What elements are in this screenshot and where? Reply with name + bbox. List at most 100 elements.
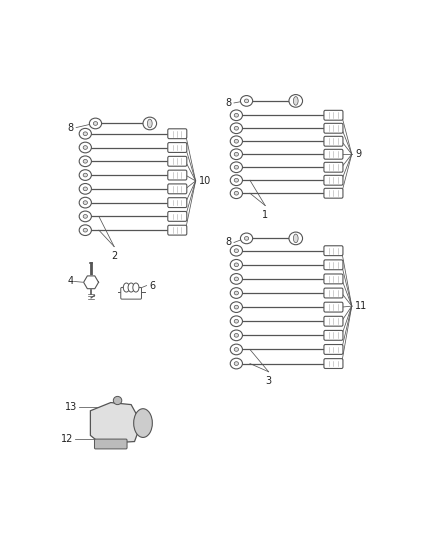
Ellipse shape [234,179,239,182]
Ellipse shape [93,122,98,125]
Ellipse shape [143,117,156,130]
Ellipse shape [234,126,239,130]
FancyBboxPatch shape [324,188,343,198]
FancyBboxPatch shape [324,274,343,284]
FancyBboxPatch shape [168,170,187,180]
Ellipse shape [89,118,102,129]
Ellipse shape [244,99,249,103]
Ellipse shape [230,245,243,256]
FancyBboxPatch shape [324,316,343,326]
Ellipse shape [79,225,92,236]
Ellipse shape [148,119,152,128]
Text: 1: 1 [262,209,268,220]
Text: 13: 13 [64,402,77,411]
Ellipse shape [230,162,243,173]
Text: 11: 11 [355,301,367,311]
FancyBboxPatch shape [324,260,343,270]
FancyBboxPatch shape [168,225,187,235]
Ellipse shape [230,288,243,298]
FancyBboxPatch shape [168,184,187,194]
Ellipse shape [289,94,303,107]
FancyBboxPatch shape [324,163,343,172]
Ellipse shape [79,142,92,153]
Ellipse shape [79,156,92,167]
Text: 4: 4 [67,277,74,286]
Ellipse shape [234,291,239,295]
FancyBboxPatch shape [324,288,343,298]
Ellipse shape [79,211,92,222]
Ellipse shape [230,273,243,284]
Text: 10: 10 [199,176,211,186]
FancyBboxPatch shape [168,143,187,152]
Text: 8: 8 [225,238,231,247]
Text: 9: 9 [355,149,361,159]
Ellipse shape [234,152,239,156]
Ellipse shape [230,188,243,199]
Ellipse shape [234,165,239,169]
FancyBboxPatch shape [324,136,343,146]
Ellipse shape [234,191,239,195]
Ellipse shape [83,214,88,219]
FancyBboxPatch shape [324,123,343,133]
Ellipse shape [230,149,243,159]
Ellipse shape [240,95,253,106]
Ellipse shape [83,187,88,191]
Ellipse shape [289,232,303,245]
FancyBboxPatch shape [168,212,187,221]
FancyBboxPatch shape [324,359,343,368]
FancyBboxPatch shape [324,110,343,120]
Ellipse shape [234,114,239,117]
Ellipse shape [234,277,239,281]
FancyBboxPatch shape [121,287,141,299]
Ellipse shape [293,234,298,243]
Ellipse shape [230,344,243,355]
Ellipse shape [230,330,243,341]
Ellipse shape [124,283,130,292]
Ellipse shape [240,233,253,244]
Ellipse shape [79,183,92,194]
FancyBboxPatch shape [168,156,187,166]
Ellipse shape [230,260,243,270]
Ellipse shape [230,110,243,120]
Ellipse shape [230,175,243,185]
FancyBboxPatch shape [95,439,127,449]
Ellipse shape [83,201,88,205]
FancyBboxPatch shape [324,330,343,340]
Text: 2: 2 [111,251,117,261]
Ellipse shape [134,409,152,438]
Ellipse shape [79,128,92,139]
Text: 6: 6 [149,280,155,290]
Text: 3: 3 [265,376,272,386]
Ellipse shape [230,358,243,369]
Ellipse shape [83,146,88,149]
Text: 8: 8 [67,123,74,133]
Ellipse shape [230,123,243,134]
Ellipse shape [83,228,88,232]
FancyBboxPatch shape [324,302,343,312]
Ellipse shape [83,159,88,163]
Ellipse shape [293,96,298,105]
Polygon shape [90,402,141,443]
Ellipse shape [79,169,92,180]
Ellipse shape [230,136,243,147]
Ellipse shape [230,302,243,312]
Ellipse shape [128,283,134,292]
Polygon shape [84,276,99,289]
FancyBboxPatch shape [324,175,343,185]
Ellipse shape [113,397,122,405]
Ellipse shape [234,249,239,253]
FancyBboxPatch shape [324,246,343,256]
Ellipse shape [83,173,88,177]
Ellipse shape [230,316,243,327]
FancyBboxPatch shape [324,149,343,159]
Ellipse shape [234,334,239,337]
Ellipse shape [79,197,92,208]
FancyBboxPatch shape [168,129,187,139]
FancyBboxPatch shape [168,198,187,207]
Ellipse shape [234,362,239,366]
Text: 12: 12 [61,434,74,445]
Ellipse shape [234,348,239,351]
Ellipse shape [244,237,249,240]
Ellipse shape [234,305,239,309]
FancyBboxPatch shape [324,344,343,354]
